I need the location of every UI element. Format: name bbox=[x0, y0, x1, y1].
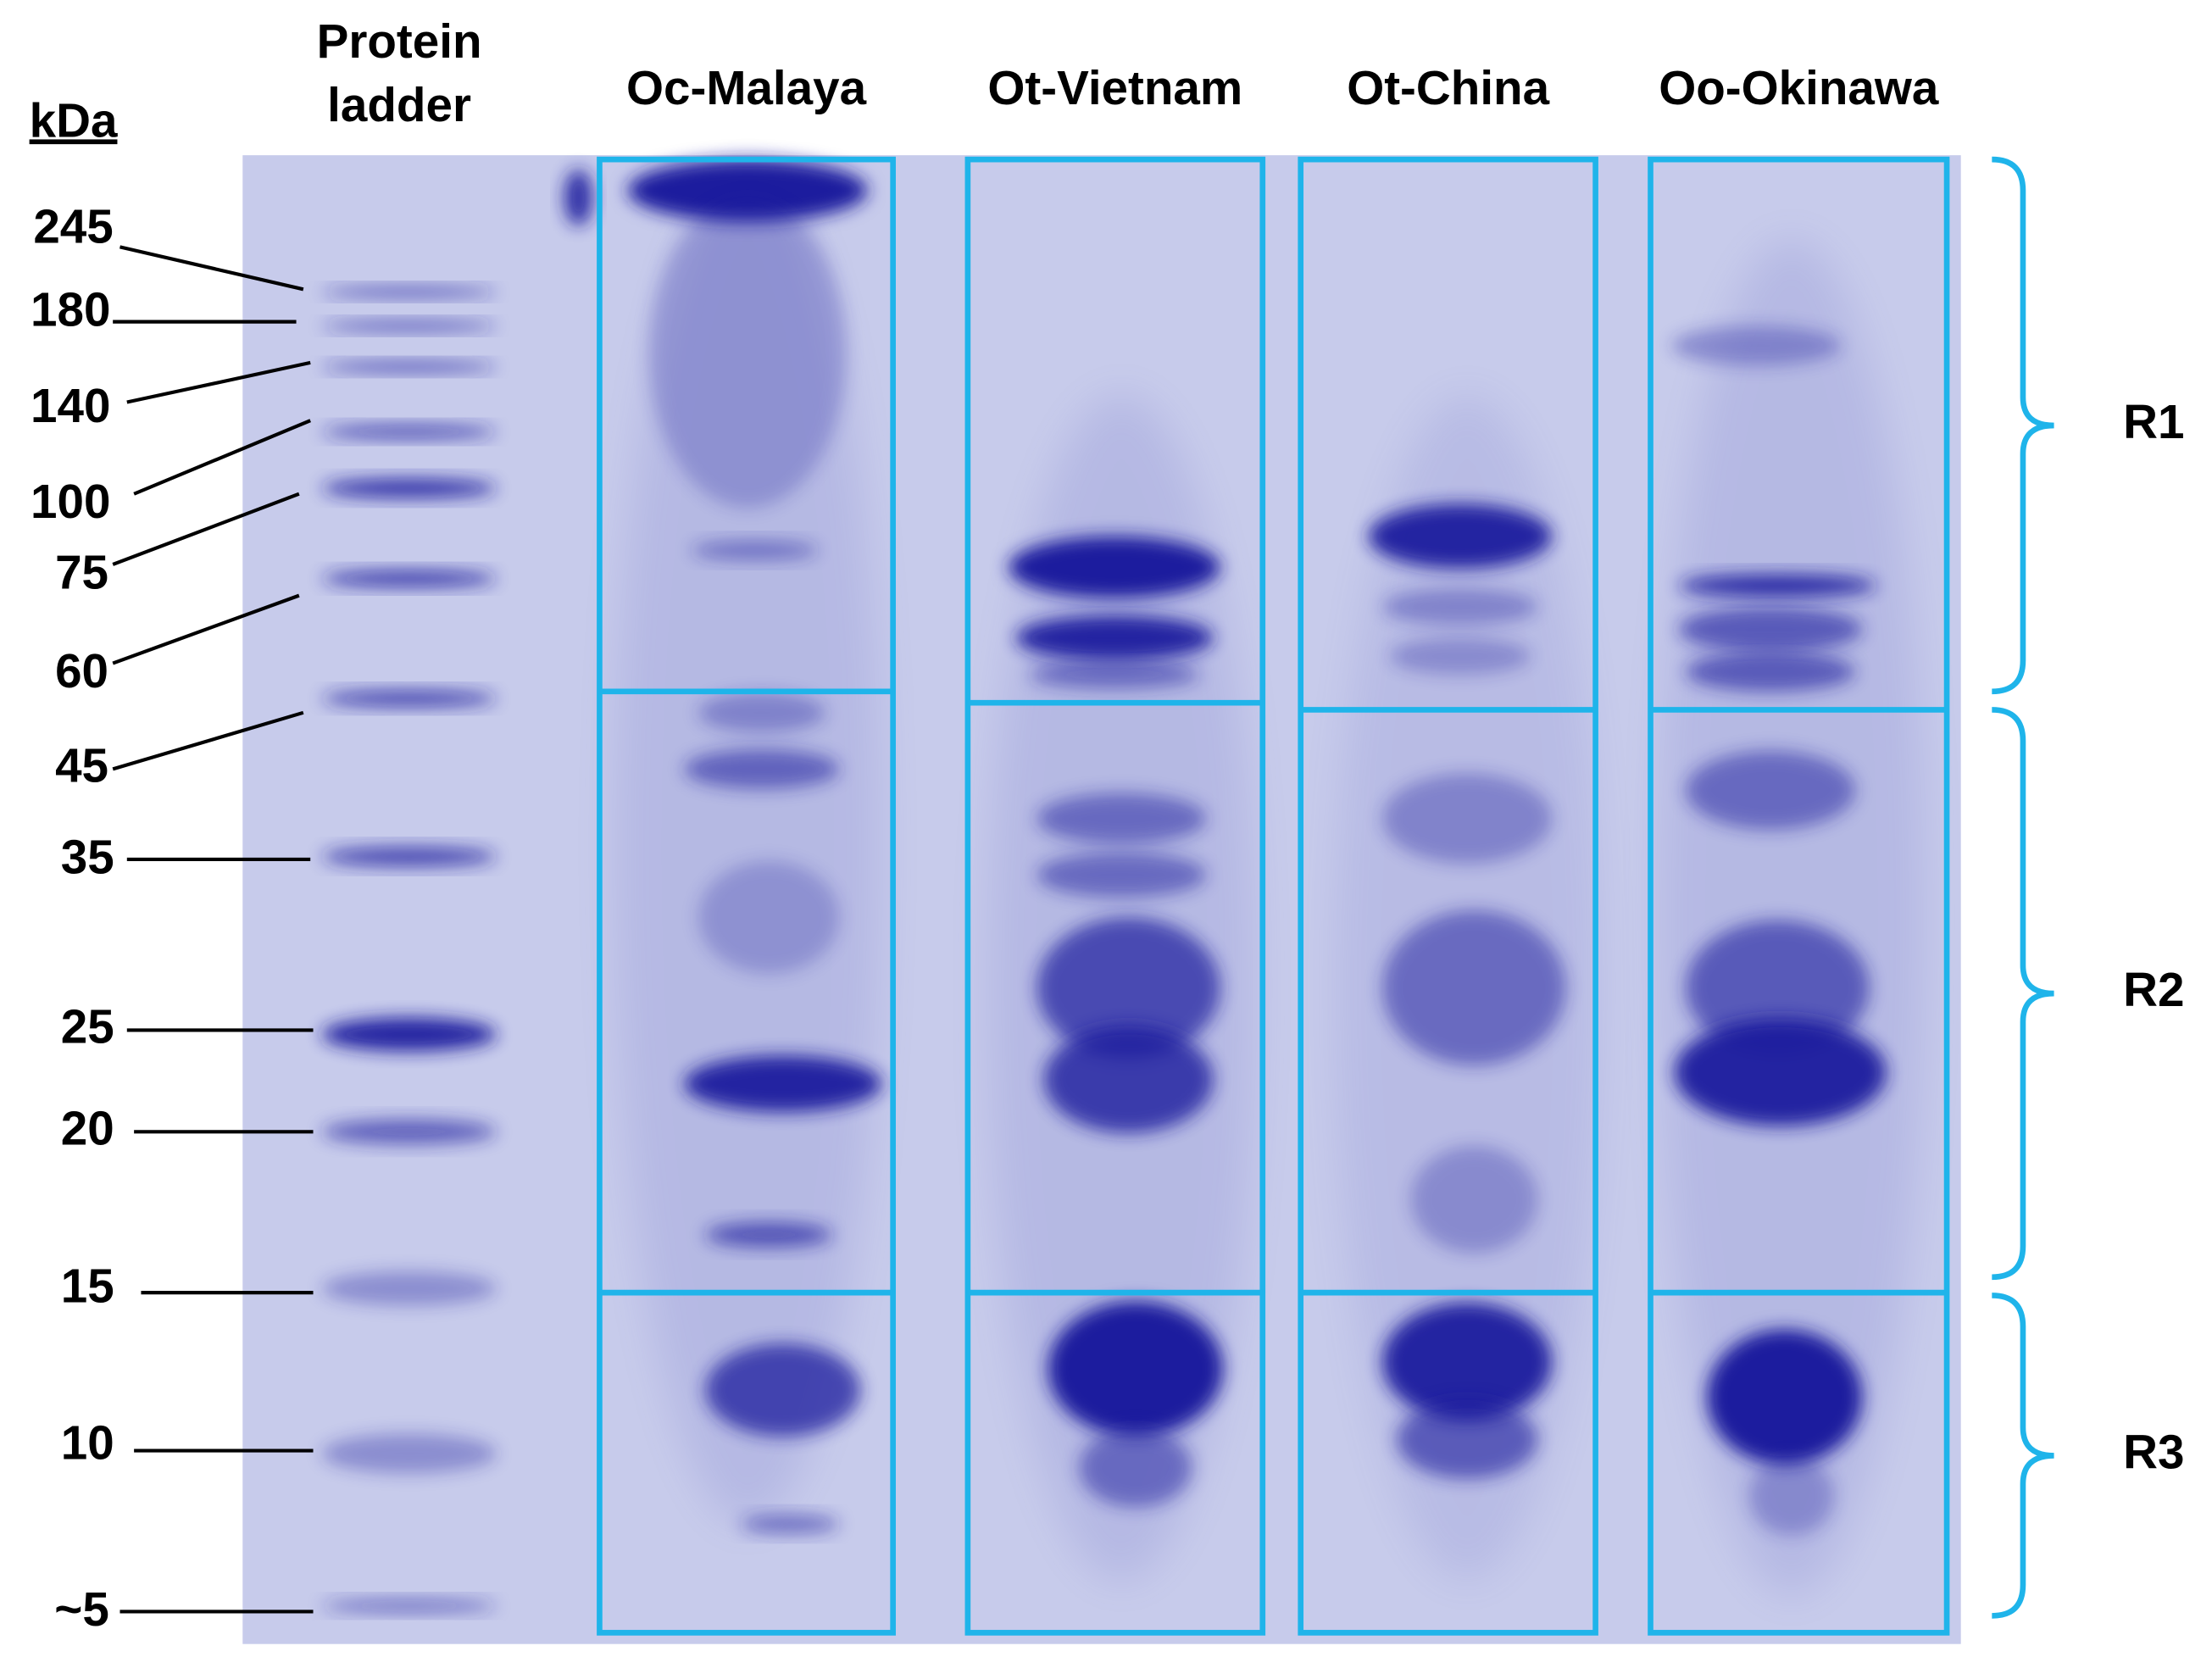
gel-band bbox=[698, 692, 825, 733]
region-brace bbox=[1992, 1293, 2054, 1619]
ladder-band bbox=[321, 1271, 497, 1306]
marker-label: ~5 bbox=[54, 1582, 109, 1636]
ladder-band bbox=[321, 570, 497, 587]
marker-line bbox=[112, 710, 304, 771]
ladder-band bbox=[321, 690, 497, 708]
ladder-label: Protein bbox=[317, 14, 482, 68]
gel-band bbox=[1015, 614, 1214, 661]
gel-band bbox=[1686, 920, 1870, 1056]
gel-band bbox=[1079, 1427, 1192, 1508]
region-label: R1 bbox=[2123, 395, 2184, 448]
region-label: R3 bbox=[2123, 1425, 2184, 1478]
gel-band bbox=[684, 1055, 882, 1112]
ladder-band bbox=[321, 478, 497, 498]
gel-band bbox=[1674, 1019, 1887, 1126]
marker-label: 60 bbox=[55, 644, 108, 698]
gel-band bbox=[1396, 1399, 1538, 1479]
gel-band bbox=[1043, 1026, 1214, 1133]
gel-band bbox=[684, 749, 840, 789]
gel-band bbox=[1686, 652, 1855, 692]
lane-label: Oo-Okinawa bbox=[1659, 61, 1939, 114]
marker-line bbox=[112, 492, 300, 566]
gel-band bbox=[564, 169, 593, 226]
lane-box bbox=[1648, 156, 1950, 1636]
gel-band bbox=[1030, 660, 1199, 689]
gel-band bbox=[1686, 750, 1855, 831]
marker-label: 25 bbox=[61, 999, 114, 1053]
marker-label: 140 bbox=[31, 379, 110, 432]
gel-band bbox=[1678, 574, 1876, 598]
ladder-band bbox=[321, 1433, 497, 1474]
marker-label: 245 bbox=[33, 199, 113, 253]
marker-label: 10 bbox=[61, 1416, 114, 1470]
marker-label: 20 bbox=[61, 1101, 114, 1154]
gel-band bbox=[1037, 852, 1207, 898]
unit-label: kDa bbox=[30, 93, 118, 147]
lane-box bbox=[1298, 156, 1598, 1636]
gel-band bbox=[1707, 1329, 1863, 1465]
ladder-band bbox=[321, 425, 497, 439]
ladder-label: ladder bbox=[327, 78, 471, 131]
ladder-band bbox=[321, 1119, 497, 1145]
marker-label: 75 bbox=[55, 545, 108, 598]
gel-band bbox=[705, 1221, 833, 1248]
gel-band bbox=[1037, 917, 1220, 1059]
marker-label: 180 bbox=[31, 283, 110, 336]
gel-band bbox=[1382, 1302, 1552, 1421]
ladder-band bbox=[321, 1017, 497, 1052]
gel-band bbox=[1048, 1301, 1224, 1437]
region-brace bbox=[1992, 707, 2054, 1281]
gel-band bbox=[1037, 792, 1207, 844]
marker-label: 100 bbox=[31, 475, 110, 528]
lane-label: Ot-Vietnam bbox=[987, 61, 1242, 114]
gel-band bbox=[1389, 637, 1531, 675]
lane-smear bbox=[614, 169, 882, 1525]
gel-band bbox=[1382, 773, 1552, 864]
ladder-band bbox=[321, 286, 497, 298]
gel-band bbox=[698, 860, 840, 974]
ladder-band bbox=[321, 1598, 497, 1614]
ladder-band bbox=[321, 361, 497, 373]
gel-band bbox=[1009, 536, 1220, 598]
gel-band bbox=[1368, 503, 1552, 569]
gel-band bbox=[627, 159, 868, 222]
lane-box bbox=[964, 156, 1266, 1636]
lane-box bbox=[597, 156, 896, 1636]
marker-line bbox=[119, 245, 304, 292]
gel-band bbox=[1410, 1145, 1538, 1254]
ladder-band bbox=[321, 846, 497, 867]
gel-band bbox=[1749, 1456, 1834, 1536]
regions: R1 R2 R3 bbox=[1992, 156, 2184, 1619]
ladder-markers: 245 180 140 100 75 60 45 35 25 20 15 10 ~5 bbox=[31, 199, 314, 1636]
marker-line bbox=[112, 593, 300, 665]
marker-label: 45 bbox=[55, 738, 108, 792]
marker-label: 15 bbox=[61, 1259, 114, 1313]
region-label: R2 bbox=[2123, 963, 2184, 1016]
marker-line bbox=[126, 360, 311, 404]
gel-band bbox=[691, 540, 819, 560]
marker-line bbox=[133, 419, 311, 496]
gel-bands bbox=[321, 159, 1926, 1614]
ladder-band bbox=[321, 320, 497, 332]
gel-band bbox=[705, 1343, 861, 1437]
region-brace bbox=[1992, 156, 2054, 695]
gel-band bbox=[740, 1514, 840, 1534]
gel-band bbox=[648, 197, 847, 509]
gel-band bbox=[1382, 909, 1566, 1066]
gel-band bbox=[1382, 588, 1538, 626]
gel-band bbox=[1678, 606, 1863, 653]
marker-label: 35 bbox=[61, 831, 114, 884]
lane-label: Oc-Malaya bbox=[626, 61, 867, 114]
lane-boxes: Oc-Malaya Ot-Vietnam Ot-China Oo-Okinawa bbox=[597, 61, 1950, 1636]
gel-band bbox=[1671, 325, 1842, 366]
lane-label: Ot-China bbox=[1347, 61, 1549, 114]
